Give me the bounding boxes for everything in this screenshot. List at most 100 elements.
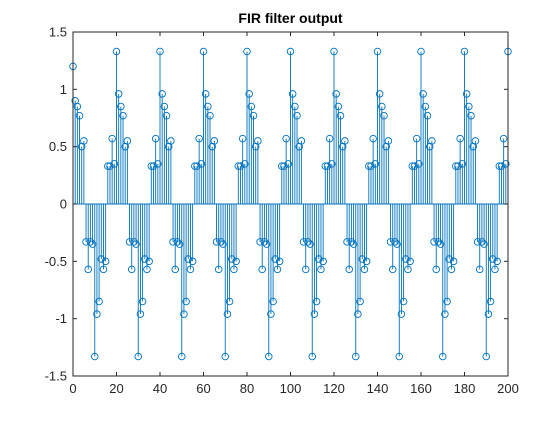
stem-marker (210, 137, 219, 145)
stem-marker (443, 297, 451, 306)
stem-marker (491, 265, 499, 274)
stem-marker (460, 47, 469, 56)
stem-marker (375, 90, 384, 98)
stem-marker (73, 102, 82, 111)
stem-marker (147, 162, 156, 170)
stem-marker (110, 160, 119, 168)
stem-marker (230, 265, 238, 274)
stem-marker (214, 265, 223, 274)
stem-marker (480, 240, 488, 248)
y-tick-label: -0.5 (45, 254, 67, 269)
stem-marker (119, 111, 127, 120)
stem-marker (221, 352, 229, 361)
stem-marker (162, 111, 171, 120)
stem-marker (127, 265, 136, 274)
stem-marker (225, 297, 234, 306)
stem-marker (286, 47, 295, 56)
stem-marker (323, 162, 332, 170)
stem-marker (86, 238, 95, 246)
stem-marker (495, 162, 504, 170)
stem-marker (84, 265, 92, 274)
stem-marker (360, 265, 369, 274)
stem-marker (228, 255, 236, 263)
stem-marker (489, 255, 497, 263)
stem-marker (402, 255, 410, 263)
stem-marker (428, 137, 436, 145)
stem-marker (419, 90, 427, 98)
x-tick-label: 160 (410, 381, 432, 396)
stem-marker (138, 297, 147, 306)
stem-marker (486, 297, 495, 306)
stem-marker (404, 265, 412, 274)
stem-marker (188, 257, 197, 266)
stem-marker (330, 47, 338, 56)
stem-marker (334, 102, 343, 111)
stem-marker (365, 162, 373, 170)
stem-marker (104, 162, 112, 170)
stem-marker (454, 162, 462, 170)
stem-marker (101, 257, 110, 266)
stem-marker (369, 134, 377, 143)
stem-marker (262, 240, 271, 248)
stem-marker (258, 265, 266, 274)
stem-marker (328, 160, 336, 168)
stem-marker (191, 162, 199, 170)
stem-marker (297, 137, 306, 145)
stem-marker (304, 238, 312, 246)
stem-marker (347, 238, 356, 246)
stem-marker (315, 255, 323, 263)
stem-marker (319, 257, 327, 266)
stem-marker (282, 134, 290, 143)
stem-marker (445, 255, 454, 263)
stem-marker (265, 352, 273, 361)
stem-marker (97, 255, 106, 263)
stem-marker (154, 160, 162, 168)
stem-marker (193, 162, 201, 170)
stem-marker (82, 238, 90, 246)
stem-marker (219, 240, 227, 248)
stem-marker (132, 240, 140, 248)
stem-marker (271, 255, 280, 263)
axis-ticks: 0 20 40 60 80 100 120 140 160 180 200 1.5 1 0.5 0 -0.5 -… (45, 25, 519, 397)
x-tick-label: 180 (454, 381, 476, 396)
stem-marker (136, 310, 145, 318)
stem-marker (90, 352, 99, 361)
stem-marker (256, 238, 264, 246)
y-tick-label: -1 (55, 311, 67, 326)
x-tick-label: 200 (497, 381, 519, 396)
stem-marker (332, 90, 340, 98)
stem-marker (475, 265, 484, 274)
stem-marker (308, 352, 317, 361)
stem-marker (293, 111, 301, 120)
stem-marker (167, 137, 175, 145)
stem-marker (417, 47, 425, 56)
stem-marker (204, 102, 212, 111)
stem-marker (284, 160, 293, 168)
stem-marker (260, 238, 269, 246)
stem-marker (177, 352, 186, 361)
stem-marker (371, 160, 380, 168)
stem-marker (254, 137, 262, 145)
stem-marker (149, 162, 158, 170)
stem-marker (158, 90, 166, 98)
stem-marker (378, 102, 386, 111)
stem-marker (386, 238, 395, 246)
stem-marker (358, 255, 367, 263)
stem-marker (243, 47, 251, 56)
stem-marker (465, 102, 473, 111)
stem-marker (499, 134, 508, 143)
stem-marker (497, 162, 506, 170)
stem-marker (88, 240, 97, 248)
stem-marker (415, 160, 423, 168)
stem-marker (430, 238, 438, 246)
stem-marker (352, 352, 360, 361)
stem-marker (182, 297, 190, 306)
y-tick-label: 0.5 (49, 139, 67, 154)
x-tick-label: 80 (240, 381, 254, 396)
stem-marker (343, 238, 351, 246)
stem-marker (362, 257, 371, 266)
chart-title: FIR filter output (238, 10, 343, 26)
stem-marker (391, 238, 399, 246)
